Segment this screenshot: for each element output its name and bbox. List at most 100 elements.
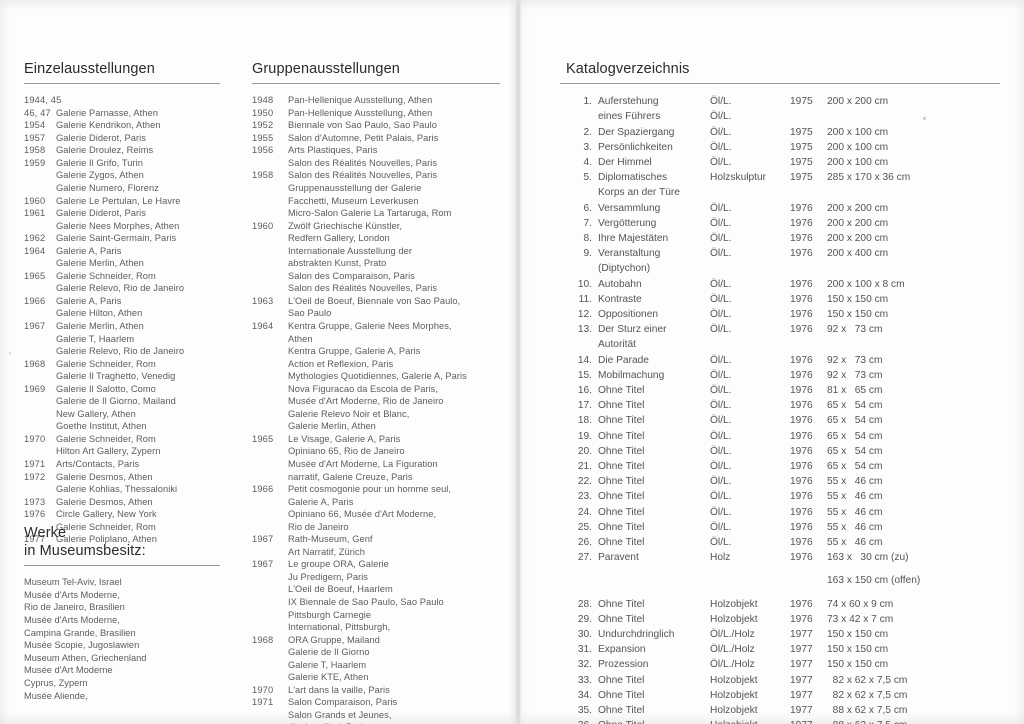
catalogue-year: 1976 (790, 400, 813, 412)
catalogue-title: Kontraste (598, 293, 642, 305)
einzelausstellung-row: 1959 Galerie Il Grifo, Turin (24, 157, 234, 170)
einzelausstellung-row: 1967 Galerie Merlin, Athen (24, 320, 234, 333)
gruppenausstellung-venue: Salon d'Automne, Petit Palais, Paris (288, 132, 439, 143)
gruppenausstellung-year: 1956 (252, 145, 274, 156)
gruppenausstellung-row: Opiniano 66, Musée d'Art Moderne, (252, 508, 502, 521)
gruppenausstellung-venue: Mythologies Quotidiennes, Galerie A, Par… (288, 371, 467, 382)
einzelausstellung-venue: Galerie Diderot, Paris (56, 208, 146, 219)
gruppenausstellung-row: Salon des Comparaison, Paris (252, 270, 502, 283)
gruppenausstellung-venue: Galerie KTE, Athen (288, 672, 369, 683)
einzelausstellung-venue: Circle Gallery, New York (56, 509, 157, 520)
catalogue-technique: Holz (710, 552, 731, 564)
gruppenausstellung-venue: Pittsburgh Carnegie (288, 609, 372, 620)
gruppenausstellung-row: Micro-Salon Galerie La Tartaruga, Rom (252, 207, 502, 220)
catalogue-year: 1976 (790, 521, 813, 533)
catalogue-number: 25. (577, 521, 592, 533)
catalogue-number: 30. (577, 629, 592, 641)
catalogue-number: 10. (577, 278, 592, 290)
section-divider (24, 565, 220, 567)
gruppenausstellung-row: Mythologies Quotidiennes, Galerie A, Par… (252, 370, 502, 383)
einzelausstellung-row: 1962 Galerie Saint-Germain, Paris (24, 232, 234, 245)
catalogue-technique: Holzobjekt (710, 689, 758, 701)
einzelausstellung-row: 1954 Galerie Kendrikon, Athen (24, 119, 234, 132)
einzelausstellung-year: 1969 (24, 383, 46, 394)
catalogue-year: 1976 (790, 278, 813, 290)
einzelausstellung-row: 1971 Arts/Contacts, Paris (24, 458, 234, 471)
catalogue-dimensions: 73 x 42 x 7 cm (827, 613, 894, 625)
catalogue-number: 19. (577, 430, 592, 442)
gruppenausstellung-venue: Le Visage, Galerie A, Paris (288, 433, 401, 444)
gruppenausstellung-venue: L'art dans la vaille, Paris (288, 684, 390, 695)
einzelausstellung-venue: Galerie Schneider, Rom (56, 358, 156, 369)
catalogue-row: eines Führers Öl/L. (566, 109, 1006, 124)
gruppenausstellung-venue: Zwölf Griechische Künstler, (288, 220, 402, 231)
catalogue-technique: Holzskulptur (710, 172, 767, 184)
catalogue-dimensions: 200 x 100 x 8 cm (827, 278, 905, 290)
catalogue-technique: Holzobjekt (710, 598, 758, 610)
einzelausstellung-row: 1977 Galerie Poliplano, Athen (24, 533, 234, 546)
gruppenausstellung-row: Pittsburgh Carnegie (252, 609, 502, 622)
gruppenausstellung-venue: Internationale Ausstellung der (288, 245, 412, 256)
gruppenausstellung-venue: Redfern Gallery, London (288, 233, 390, 244)
catalogue-title: Korps an der Türe (598, 187, 680, 199)
gruppenausstellung-row: Galerie KTE, Athen (252, 671, 502, 684)
gruppenausstellung-year: 1966 (252, 484, 274, 495)
catalogue-row: Korps an der Türe (566, 185, 1006, 200)
catalogue-dimensions: 88 x 62 x 7,5 cm (827, 705, 908, 717)
einzelausstellung-row: 1969 Galerie Il Salotto, Como (24, 383, 234, 396)
catalogue-dimensions: 150 x 150 cm (827, 293, 889, 305)
catalogue-number: 7. (583, 217, 593, 229)
museum-holdings-list: Museum Tel-Aviv, Israel Musée d'Arts Mode… (24, 576, 234, 702)
gruppenausstellung-venue: Galerie Relevo Noir et Blanc, (288, 408, 410, 419)
catalogue-row: 11. Kontraste Öl/L. 1976 150 x 150 cm (566, 292, 1006, 307)
catalogue-dimensions: 65 x 54 cm (827, 415, 883, 427)
catalogue-row: 20. Ohne Titel Öl/L. 1976 65 x 54 cm (566, 444, 1006, 459)
gruppenausstellung-venue: Salon Grands et Jeunes, (288, 709, 392, 720)
catalogue-year: 1975 (790, 96, 813, 108)
einzelausstellung-venue: Galerie Relevo, Rio de Janeiro (56, 283, 185, 294)
catalogue-dimensions: 65 x 54 cm (827, 400, 883, 412)
gruppenausstellung-row: 1966 Petit cosmogonie pour un homme seul, (252, 483, 502, 496)
gruppenausstellung-year: 1950 (252, 107, 274, 118)
catalogue-technique: Öl/L. (710, 202, 732, 214)
catalogue-title: Ihre Majestäten (598, 232, 669, 244)
einzelausstellung-year: 46, 47 (24, 107, 51, 118)
catalogue-title: Ohne Titel (598, 598, 645, 610)
catalogue-year: 1976 (790, 202, 813, 214)
catalogue-title: Ohne Titel (598, 537, 645, 549)
einzelausstellung-row: 1960 Galerie Le Pertulan, Le Havre (24, 195, 234, 208)
gruppenausstellung-row: 1965 Le Visage, Galerie A, Paris (252, 433, 502, 446)
einzelausstellung-venue: Galerie Desmos, Athen (56, 496, 153, 507)
section-divider (24, 83, 220, 85)
catalogue-dimensions: 285 x 170 x 36 cm (827, 172, 911, 184)
einzelausstellung-venue: Arts/Contacts, Paris (56, 458, 140, 469)
catalogue-number: 16. (577, 384, 592, 396)
gruppenausstellung-year: 1964 (252, 320, 274, 331)
gruppenausstellung-venue: Salon Comparaison, Paris (288, 697, 398, 708)
einzelausstellung-row: Hilton Art Gallery, Zypern (24, 445, 234, 458)
einzelausstellung-row: Galerie Zygos, Athen (24, 169, 234, 182)
einzelausstellung-venue: Galerie Desmos, Athen (56, 471, 153, 482)
einzelausstellung-row: 1972 Galerie Desmos, Athen (24, 471, 234, 484)
section-divider (560, 83, 1000, 85)
catalogue-title: Ohne Titel (598, 400, 645, 412)
catalogue-title: Autorität (598, 339, 636, 351)
catalogue-technique: Öl/L. (710, 521, 732, 533)
gruppenausstellung-row: 1971 Salon Comparaison, Paris (252, 696, 502, 709)
catalogue-row-spacer (566, 565, 1006, 573)
einzelausstellung-year: 1954 (24, 120, 46, 131)
museum-holding-row: Musée d'Arts Moderne, (24, 615, 120, 626)
einzelausstellung-year: 1965 (24, 270, 46, 281)
catalogue-technique: Öl/L. (710, 445, 732, 457)
museum-holding-row: Musée Scopie, Jugoslawien (24, 640, 140, 651)
gruppenausstellung-venue: ORA Gruppe, Mailand (288, 634, 380, 645)
einzelausstellung-year: 1962 (24, 233, 46, 244)
einzelausstellung-year: 1971 (24, 458, 46, 469)
catalogue-dimensions: 55 x 46 cm (827, 537, 883, 549)
einzelausstellung-row: 1964 Galerie A, Paris (24, 245, 234, 258)
einzelausstellung-row: Galerie Hilton, Athen (24, 307, 234, 320)
catalogue-title: Diplomatisches (598, 172, 668, 184)
catalogue-technique: Holzobjekt (710, 674, 758, 686)
catalogue-dimensions: 163 x 150 cm (offen) (827, 575, 921, 587)
